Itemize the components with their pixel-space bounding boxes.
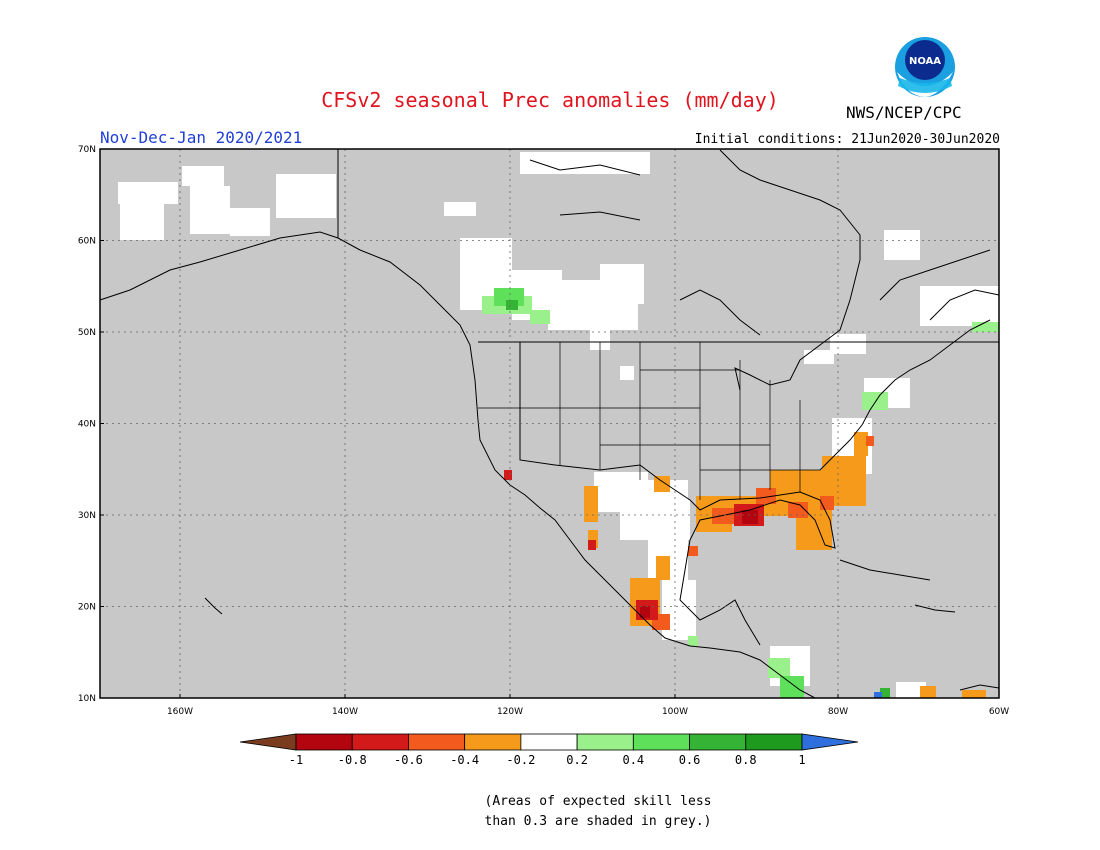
- colorbar-box: [689, 733, 747, 751]
- anomaly-layer: [118, 152, 999, 698]
- lat-tick-label: 40N: [78, 420, 96, 430]
- noaa-logo-text: NOAA: [909, 56, 941, 67]
- colorbar-arrow-left: [239, 733, 297, 751]
- lon-tick-label: 160W: [167, 707, 193, 717]
- state-borders: [478, 342, 820, 500]
- colorbar-box: [295, 733, 353, 751]
- lat-tick-label: 60N: [78, 237, 96, 247]
- colorbar-arrow-right: [801, 733, 859, 751]
- lon-tick-label: 80W: [828, 707, 848, 717]
- colorbar-label: 0.2: [566, 753, 588, 767]
- colorbar-label: -1: [289, 753, 303, 767]
- skill-note-line-2: than 0.3 are shaded in grey.): [484, 814, 712, 829]
- colorbar-box: [632, 733, 690, 751]
- colorbar-label: 0.4: [622, 753, 644, 767]
- lat-tick-label: 20N: [78, 603, 96, 613]
- colorbar-box: [351, 733, 409, 751]
- colorbar-label: 0.8: [735, 753, 757, 767]
- lat-tick-label: 10N: [78, 694, 96, 704]
- lat-tick-label: 50N: [78, 328, 96, 338]
- colorbar-label: 0.6: [679, 753, 701, 767]
- map-title: CFSv2 seasonal Prec anomalies (mm/day): [321, 88, 779, 112]
- initial-conditions-label: Initial conditions: 21Jun2020-30Jun2020: [694, 132, 1000, 147]
- lat-tick-label: 30N: [78, 511, 96, 521]
- skill-note-line-1: (Areas of expected skill less: [484, 794, 712, 809]
- lon-tick-label: 60W: [989, 707, 1009, 717]
- colorbar-box: [520, 733, 578, 751]
- colorbar-label: 1: [798, 753, 805, 767]
- colorbar-label: -0.8: [338, 753, 367, 767]
- noaa-logo: NOAA: [895, 37, 955, 97]
- skill-note: (Areas of expected skill less than 0.3 a…: [0, 792, 1100, 832]
- season-label: Nov-Dec-Jan 2020/2021: [100, 128, 303, 147]
- colorbar-label: -0.4: [450, 753, 479, 767]
- colorbar-box: [745, 733, 803, 751]
- colorbar-label: -0.2: [506, 753, 535, 767]
- colorbar: -1 -0.8 -0.6 -0.4 -0.2 0.2 0.4 0.6 0.8 1: [239, 733, 859, 767]
- lon-tick-label: 120W: [497, 707, 523, 717]
- agency-label: NWS/NCEP/CPC: [846, 103, 962, 122]
- lon-tick-label: 100W: [662, 707, 688, 717]
- colorbar-box: [464, 733, 522, 751]
- latitude-labels: 70N 60N 50N 40N 30N 20N 10N: [78, 145, 104, 704]
- coastlines: [99, 149, 1000, 699]
- colorbar-box: [408, 733, 466, 751]
- lat-tick-label: 70N: [78, 145, 96, 155]
- colorbar-label: -0.6: [394, 753, 423, 767]
- longitude-labels: 160W 140W 120W 100W 80W 60W: [167, 694, 1009, 717]
- gridlines: [100, 149, 999, 698]
- colorbar-box: [576, 733, 634, 751]
- lon-tick-label: 140W: [332, 707, 358, 717]
